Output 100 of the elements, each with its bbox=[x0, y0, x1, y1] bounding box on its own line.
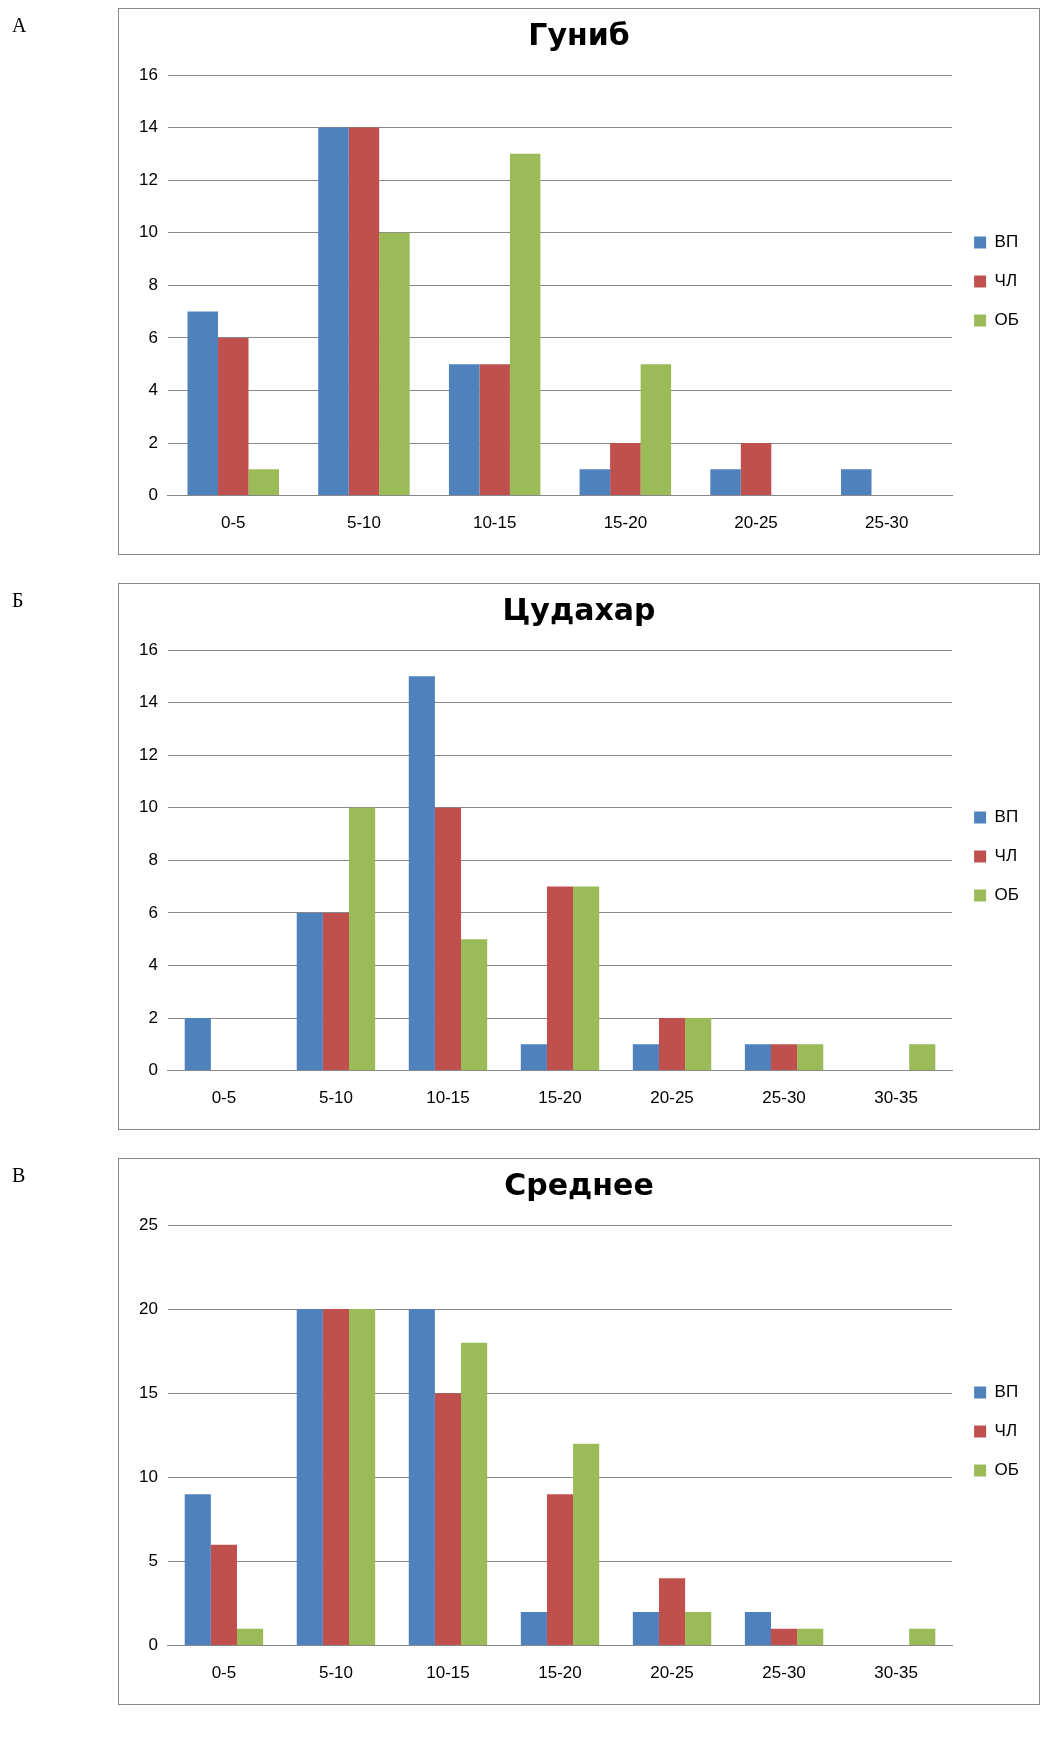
y-tick-label: 6 bbox=[148, 902, 158, 922]
bar bbox=[740, 443, 772, 496]
bar bbox=[184, 1018, 211, 1071]
bar bbox=[658, 1018, 686, 1071]
y-tick-label: 4 bbox=[148, 380, 158, 400]
x-tick-label: 10-15 bbox=[472, 513, 517, 533]
bar bbox=[546, 886, 574, 1071]
bar bbox=[685, 1018, 712, 1071]
x-tick-label: 20-25 bbox=[650, 1088, 694, 1108]
text: Б bbox=[12, 589, 24, 612]
bar bbox=[710, 469, 741, 496]
y-tick-label: 2 bbox=[148, 432, 158, 452]
legend-label: ЧЛ bbox=[994, 1421, 1018, 1441]
bar bbox=[509, 153, 541, 496]
x-tick-label: 0-5 bbox=[211, 1663, 237, 1683]
bar bbox=[408, 676, 435, 1071]
y-tick-label: 10 bbox=[138, 1467, 158, 1487]
x-tick-label: 0-5 bbox=[211, 1088, 237, 1108]
bar bbox=[520, 1611, 547, 1646]
bar bbox=[210, 1544, 237, 1646]
y-tick-label: 10 bbox=[138, 222, 158, 242]
y-tick-label: 20 bbox=[138, 1298, 158, 1318]
bar bbox=[461, 939, 488, 1071]
text: А bbox=[12, 14, 27, 37]
y-tick-label: 6 bbox=[148, 327, 158, 347]
bar bbox=[744, 1044, 772, 1071]
legend-label: ЧЛ bbox=[994, 846, 1018, 866]
x-tick-label: 15-20 bbox=[538, 1663, 582, 1683]
bar bbox=[797, 1044, 824, 1071]
bar bbox=[771, 1044, 798, 1071]
x-tick-label: 5-10 bbox=[318, 1663, 353, 1683]
legend-label: ЧЛ bbox=[994, 271, 1018, 291]
bar bbox=[797, 1628, 824, 1646]
x-tick-label: 15-20 bbox=[538, 1088, 582, 1108]
bar bbox=[434, 807, 462, 1071]
legend-label: ВП bbox=[994, 1382, 1019, 1402]
y-tick-label: 12 bbox=[138, 169, 158, 189]
x-tick-label: 20-25 bbox=[734, 513, 778, 533]
y-tick-label: 2 bbox=[148, 1007, 158, 1027]
bar bbox=[909, 1628, 936, 1646]
bar bbox=[322, 912, 350, 1071]
bar bbox=[318, 127, 349, 496]
y-tick-label: 15 bbox=[138, 1382, 158, 1402]
chart-title: Среднее bbox=[504, 1166, 654, 1202]
bar bbox=[573, 1443, 600, 1646]
bar bbox=[841, 469, 872, 496]
y-tick-label: 16 bbox=[138, 639, 158, 659]
bar bbox=[632, 1044, 659, 1071]
bar bbox=[632, 1611, 659, 1646]
bar bbox=[296, 1309, 323, 1646]
x-tick-label: 30-35 bbox=[874, 1663, 918, 1683]
legend-label: ВП bbox=[994, 232, 1019, 252]
x-tick-label: 5-10 bbox=[318, 1088, 353, 1108]
x-tick-label: 25-30 bbox=[762, 1663, 806, 1683]
legend-label: ОБ bbox=[994, 1460, 1020, 1480]
y-tick-label: 8 bbox=[148, 849, 158, 869]
bar bbox=[184, 1494, 211, 1646]
bar bbox=[685, 1611, 712, 1646]
y-tick-label: 25 bbox=[138, 1214, 158, 1234]
y-tick-label: 14 bbox=[138, 117, 158, 137]
x-tick-label: 20-25 bbox=[650, 1663, 694, 1683]
bar bbox=[348, 127, 380, 496]
bar bbox=[771, 1628, 798, 1646]
bar bbox=[322, 1309, 350, 1646]
bar bbox=[248, 469, 280, 496]
y-tick-label: 5 bbox=[148, 1551, 158, 1571]
bar bbox=[448, 364, 480, 496]
bar bbox=[479, 364, 510, 496]
bar bbox=[187, 311, 219, 496]
legend-label: ОБ bbox=[994, 310, 1020, 330]
text: В bbox=[12, 1164, 26, 1187]
chart-title: Гуниб bbox=[528, 16, 630, 52]
bar bbox=[379, 232, 410, 496]
bar bbox=[236, 1628, 264, 1646]
y-tick-label: 0 bbox=[148, 485, 158, 505]
y-tick-label: 0 bbox=[148, 1060, 158, 1080]
y-tick-label: 4 bbox=[148, 955, 158, 975]
y-tick-label: 8 bbox=[148, 274, 158, 294]
y-tick-label: 10 bbox=[138, 797, 158, 817]
bar bbox=[744, 1611, 772, 1646]
bar bbox=[434, 1393, 462, 1646]
x-tick-label: 5-10 bbox=[346, 513, 381, 533]
bar bbox=[909, 1044, 936, 1071]
y-tick-label: 12 bbox=[138, 744, 158, 764]
bar bbox=[296, 912, 323, 1071]
bar bbox=[640, 364, 672, 496]
y-tick-label: 16 bbox=[138, 64, 158, 84]
bar bbox=[520, 1044, 547, 1071]
chart-title: Цудахар bbox=[502, 591, 656, 627]
bar bbox=[579, 469, 611, 496]
bar bbox=[573, 886, 600, 1071]
x-tick-label: 0-5 bbox=[220, 513, 246, 533]
bar bbox=[408, 1309, 435, 1646]
legend-label: ВП bbox=[994, 807, 1019, 827]
legend-label: ОБ bbox=[994, 885, 1020, 905]
bar bbox=[658, 1578, 686, 1646]
x-tick-label: 25-30 bbox=[762, 1088, 806, 1108]
bar bbox=[218, 337, 249, 496]
bar bbox=[349, 807, 376, 1071]
bar bbox=[461, 1342, 488, 1646]
